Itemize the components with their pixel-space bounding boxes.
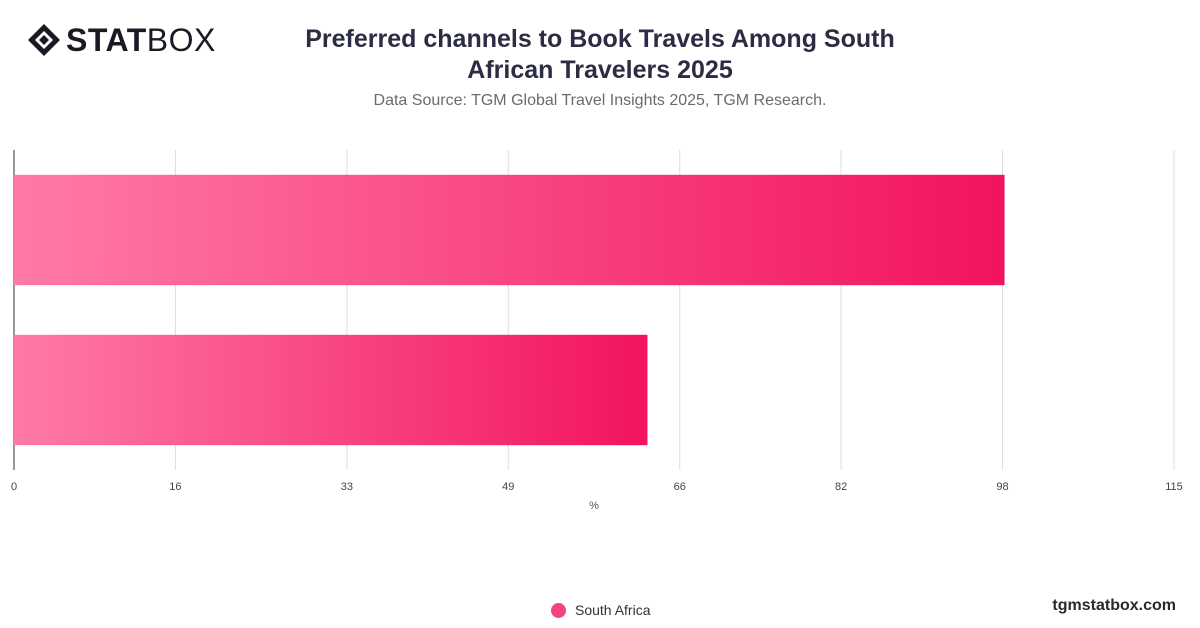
logo-wordmark: STATBOX (66, 22, 216, 58)
chart-title: Preferred channels to Book Travels Among… (305, 25, 895, 84)
x-tick-label: 16 (169, 481, 181, 493)
statbox-logo-icon (28, 24, 60, 56)
x-tick-label: 98 (996, 481, 1008, 493)
x-axis-title: % (589, 500, 599, 512)
legend-label-south-africa: South Africa (575, 602, 651, 618)
x-tick-label: 115 (1165, 481, 1183, 493)
bar (14, 174, 1005, 286)
site-credit: tgmstatbox.com (1052, 597, 1176, 614)
logo-bold-text: STAT (66, 22, 147, 58)
x-tick-label: 0 (11, 481, 17, 493)
x-tick-label: 33 (341, 481, 353, 493)
legend[interactable]: South Africa (551, 602, 651, 618)
logo-light-text: BOX (146, 22, 216, 58)
legend-swatch-south-africa (551, 602, 566, 618)
bar (14, 334, 648, 446)
x-tick-label: 49 (502, 481, 514, 493)
x-tick-label: 66 (674, 481, 686, 493)
statbox-logo: STATBOX (26, 22, 216, 58)
x-tick-label: 82 (835, 481, 847, 493)
chart-subtitle: Data Source: TGM Global Travel Insights … (373, 92, 827, 109)
